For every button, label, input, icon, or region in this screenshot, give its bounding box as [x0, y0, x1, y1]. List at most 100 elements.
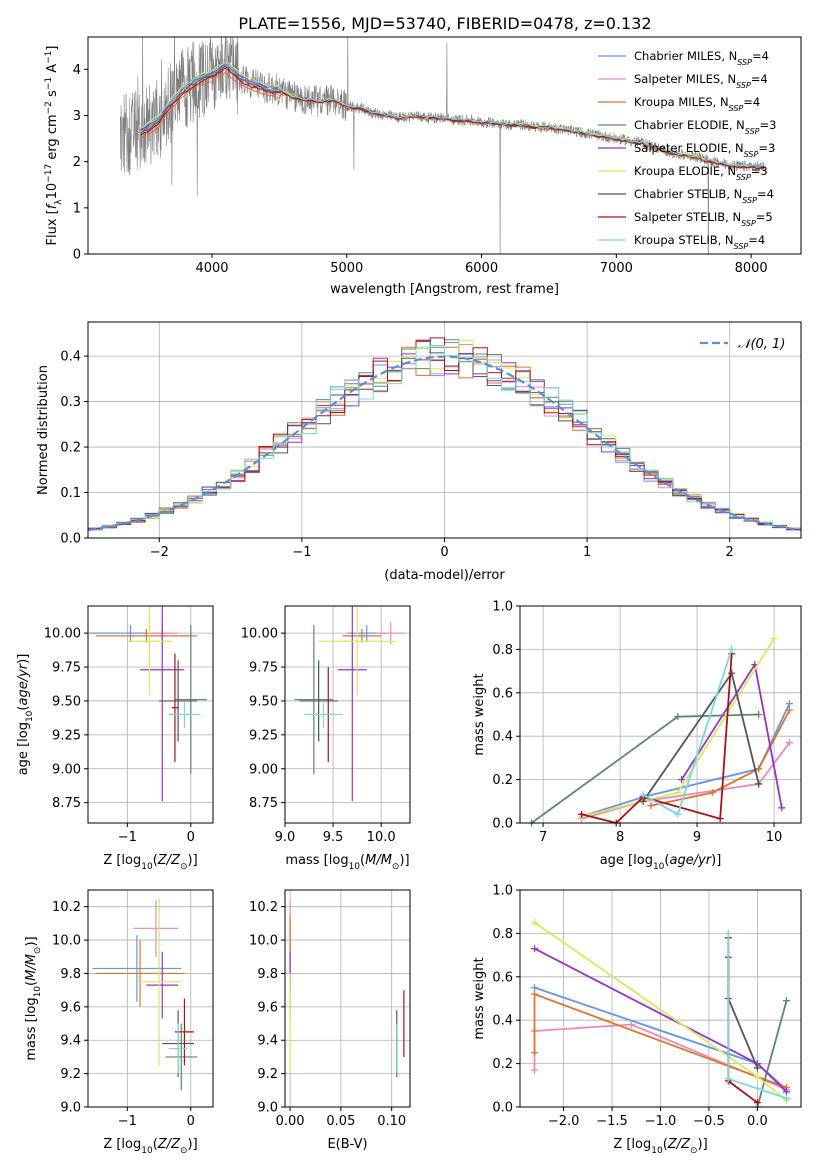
x-tick-label: 4000: [195, 261, 228, 276]
y-tick-label: 9.0: [257, 1101, 278, 1116]
weight-point-marker: [755, 711, 763, 718]
y-tick-label: 10.0: [52, 934, 81, 949]
y-axis-label: mass [log10(M/M⊙)]: [24, 936, 43, 1060]
x-tick-label: 8: [616, 830, 624, 845]
weight-point-marker: [753, 1073, 761, 1081]
y-tick-label: 9.2: [60, 1067, 81, 1082]
residual-legend: 𝒩(0, 1): [700, 337, 785, 352]
y-tick-label: 9.50: [52, 694, 81, 709]
y-tick-label: 0: [73, 248, 81, 263]
weight-point-marker: [639, 791, 647, 799]
x-tick-label: −1: [118, 1114, 137, 1129]
x-tick-label: 9: [693, 830, 701, 845]
y-tick-label: 9.6: [257, 1000, 278, 1015]
weight-point-marker: [782, 1094, 790, 1102]
x-tick-label: 7: [539, 830, 547, 845]
weight-point-marker: [724, 1075, 732, 1083]
observed-spectrum-line: [120, 37, 765, 254]
weight-series-line: [530, 713, 759, 824]
weight-point-marker: [708, 789, 716, 797]
y-tick-label: 0.2: [492, 773, 513, 788]
y-axis-label: mass weight: [472, 673, 487, 755]
plot-frame: [87, 36, 802, 255]
y-axis-label: Flux [fλ10−17 erg cm−2 s−1 A−1]: [44, 46, 64, 246]
y-tick-label: 9.75: [249, 661, 278, 676]
mass-vs-Z-panel: −1 0 9.0 9.2 9.4 9.6 9.8 10.0 10.2 Z [log10(Z/Z⊙)…: [24, 889, 214, 1156]
weight-point-marker: [531, 945, 539, 953]
model-spectrum-line: [140, 61, 764, 169]
weight-vs-age-panel: 7 8 9 10 0.0 0.2 0.4 0.6 0.8 1.0 age [log10(age/yr…: [472, 600, 802, 872]
x-axis-label: E(B-V): [327, 1137, 367, 1152]
x-axis-label: Z [log10(Z/Z⊙)]: [103, 1137, 197, 1156]
y-tick-label: 0.1: [60, 486, 81, 501]
legend-entry: Chabrier MILES, NSSP=4: [634, 49, 769, 67]
x-tick-label: 10: [766, 830, 783, 845]
x-tick-label: 7000: [600, 261, 633, 276]
figure-title: PLATE=1556, MJD=53740, FIBERID=0478, z=0…: [238, 14, 651, 33]
plot-frame: [87, 889, 214, 1108]
y-tick-label: 9.0: [60, 1101, 81, 1116]
weight-point-marker: [785, 700, 793, 708]
x-tick-label: 2: [726, 545, 734, 560]
y-tick-label: 9.00: [249, 762, 278, 777]
weight-point-marker: [674, 713, 682, 721]
weight-point-marker: [782, 1088, 790, 1096]
legend-entry: Salpeter STELIB, NSSP=5: [634, 210, 773, 228]
weight-point-marker: [627, 1021, 635, 1029]
x-tick-label: 0.10: [377, 1114, 406, 1129]
x-tick-label: 9.0: [275, 830, 296, 845]
y-tick-label: 10.2: [249, 900, 278, 915]
weight-point-marker: [753, 1099, 761, 1107]
y-axis-label: mass weight: [472, 957, 487, 1039]
x-tick-label: −1: [292, 545, 311, 560]
x-tick-label: −1.0: [645, 1114, 677, 1129]
x-tick-label: 9.5: [323, 830, 344, 845]
y-tick-label: 9.00: [52, 762, 81, 777]
weight-point-marker: [531, 919, 539, 927]
x-tick-label: 0.05: [326, 1114, 355, 1129]
x-tick-label: 0.00: [276, 1114, 305, 1129]
y-tick-label: 10.2: [52, 900, 81, 915]
y-tick-label: 10.00: [44, 627, 81, 642]
y-tick-label: 9.25: [52, 728, 81, 743]
model-spectrum-line: [140, 67, 764, 170]
x-tick-label: 8000: [735, 261, 768, 276]
weight-series-line: [650, 709, 791, 807]
plot-frame: [284, 605, 411, 824]
weight-point-marker: [531, 990, 539, 998]
plot-frame: [519, 605, 802, 824]
y-tick-label: 0.4: [492, 1014, 513, 1029]
x-axis-label: age [log10(age/yr)]: [600, 853, 722, 872]
weight-point-marker: [778, 804, 786, 812]
y-tick-label: 9.25: [249, 728, 278, 743]
x-tick-label: 10.0: [367, 830, 396, 845]
y-tick-label: 0.6: [492, 686, 513, 701]
plot-frame: [284, 889, 411, 1108]
weight-series-line: [756, 1000, 788, 1108]
x-axis-label: mass [log10(M/M⊙)]: [285, 853, 409, 872]
weight-point-marker: [531, 1066, 539, 1074]
weight-point-marker: [785, 706, 793, 714]
x-axis-label: Z [log10(Z/Z⊙)]: [613, 1137, 707, 1156]
y-tick-label: 9.6: [60, 1000, 81, 1015]
x-tick-label: 0: [187, 830, 195, 845]
x-tick-label: 5000: [330, 261, 363, 276]
y-tick-label: 9.8: [60, 967, 81, 982]
age-vs-Z-panel: −1 0 8.75 9.00 9.25 9.50 9.75 10.00 Z [log10(Z/Z…: [16, 605, 214, 872]
legend-entry: Salpeter ELODIE, NSSP=3: [634, 141, 775, 159]
y-tick-label: 0.8: [492, 643, 513, 658]
y-tick-label: 0.4: [492, 730, 513, 745]
weight-point-marker: [647, 802, 655, 810]
y-tick-label: 10.00: [241, 627, 278, 642]
weight-point-marker: [531, 1049, 539, 1057]
y-tick-label: 9.75: [52, 661, 81, 676]
x-axis-label: Z [log10(Z/Z⊙)]: [103, 853, 197, 872]
weight-point-marker: [770, 635, 778, 643]
y-tick-label: 0.4: [60, 350, 81, 365]
spectrum-panel: 4000 5000 6000 7000 8000 0 1 2 3 4 wavelength [Ang…: [44, 36, 802, 297]
y-tick-label: 9.50: [249, 694, 278, 709]
weight-point-marker: [724, 929, 732, 937]
y-tick-label: 2: [73, 155, 81, 170]
weight-point-marker: [755, 765, 763, 773]
weight-point-marker: [753, 1064, 761, 1072]
